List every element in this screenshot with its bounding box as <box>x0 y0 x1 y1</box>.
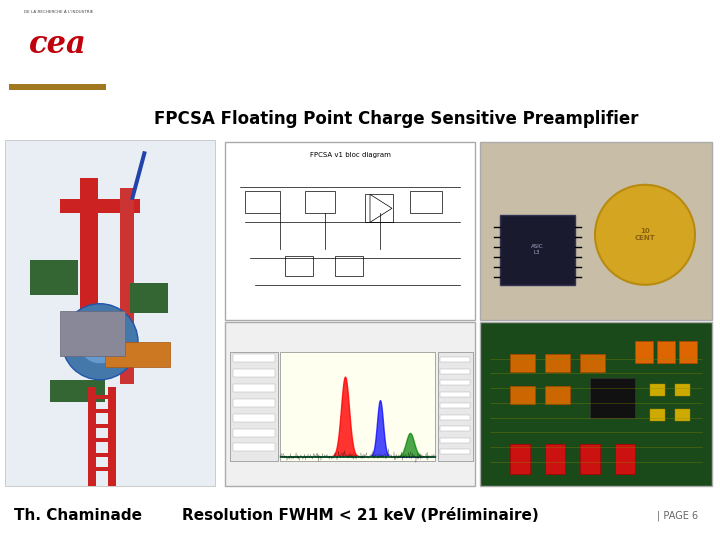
Bar <box>440 438 470 443</box>
Bar <box>9 84 106 90</box>
Bar <box>233 369 275 377</box>
Bar <box>510 387 535 404</box>
Bar <box>675 384 690 396</box>
Circle shape <box>78 320 122 364</box>
Circle shape <box>90 332 110 352</box>
Bar <box>233 384 275 392</box>
Bar <box>480 142 712 320</box>
Bar <box>305 191 335 213</box>
Bar <box>440 415 470 420</box>
Bar <box>615 444 635 475</box>
Bar <box>440 380 470 385</box>
Bar <box>545 354 570 372</box>
Bar <box>30 260 78 295</box>
Bar <box>580 354 605 372</box>
Bar <box>510 354 535 372</box>
Bar <box>245 191 280 213</box>
Polygon shape <box>370 194 392 222</box>
Bar <box>545 444 565 475</box>
Text: cea: cea <box>30 30 87 60</box>
Text: FPCSA Floating Point Charge Sensitive Preamplifier: FPCSA Floating Point Charge Sensitive Pr… <box>154 110 638 128</box>
Bar <box>580 444 600 475</box>
Bar <box>657 341 675 363</box>
Bar <box>60 199 140 213</box>
Bar <box>230 353 278 461</box>
Bar <box>675 409 690 421</box>
Bar <box>225 322 475 487</box>
Bar <box>130 283 168 313</box>
Bar <box>650 409 665 421</box>
Bar <box>233 443 275 451</box>
Bar <box>440 369 470 374</box>
Bar <box>88 395 116 399</box>
Bar <box>500 215 575 285</box>
Bar <box>650 384 665 396</box>
Bar <box>545 387 570 404</box>
Text: DE LA RECHERCHE À L'INDUSTRIE: DE LA RECHERCHE À L'INDUSTRIE <box>24 10 93 14</box>
Bar <box>590 377 635 417</box>
Bar <box>285 256 313 276</box>
Bar <box>233 354 275 362</box>
Bar <box>410 191 442 213</box>
Bar <box>635 341 653 363</box>
Bar <box>88 387 96 487</box>
Bar <box>88 438 116 442</box>
Bar <box>105 342 170 367</box>
Text: | PAGE 6: | PAGE 6 <box>657 510 698 521</box>
Bar <box>60 311 125 356</box>
Bar <box>50 380 105 402</box>
Bar <box>440 403 470 408</box>
Circle shape <box>595 185 695 285</box>
Bar <box>88 468 116 471</box>
Text: FPCSA v1 bloc diagram: FPCSA v1 bloc diagram <box>310 152 390 158</box>
Bar <box>120 188 134 384</box>
Text: GANIL): GANIL) <box>119 62 205 82</box>
Bar <box>88 409 116 413</box>
Bar <box>510 444 530 475</box>
Bar <box>130 151 147 200</box>
Bar <box>233 429 275 436</box>
Bar <box>438 353 473 461</box>
Bar <box>233 399 275 407</box>
Bar <box>335 256 363 276</box>
Bar <box>480 322 712 487</box>
Text: Resolution FWHM < 21 keV (Préliminaire): Resolution FWHM < 21 keV (Préliminaire) <box>181 508 539 523</box>
Bar <box>88 424 116 428</box>
Bar <box>280 353 435 461</box>
Text: PROJET S3 (SUPER SEPARATOR SPECTROMETER -: PROJET S3 (SUPER SEPARATOR SPECTROMETER … <box>119 20 720 40</box>
Bar <box>365 194 393 222</box>
Bar <box>440 392 470 397</box>
Bar <box>225 142 475 320</box>
Bar <box>440 426 470 431</box>
Bar <box>108 387 116 487</box>
Text: Th. Chaminade: Th. Chaminade <box>14 508 143 523</box>
Text: 10
CENT: 10 CENT <box>634 228 655 241</box>
Bar <box>5 140 215 487</box>
Bar <box>233 414 275 422</box>
Bar <box>440 449 470 454</box>
Text: ASIC
L3: ASIC L3 <box>531 244 544 255</box>
Bar <box>6 8 110 92</box>
Bar <box>80 178 98 313</box>
Circle shape <box>62 303 138 380</box>
Bar <box>679 341 697 363</box>
Bar <box>440 357 470 362</box>
Bar <box>88 453 116 457</box>
